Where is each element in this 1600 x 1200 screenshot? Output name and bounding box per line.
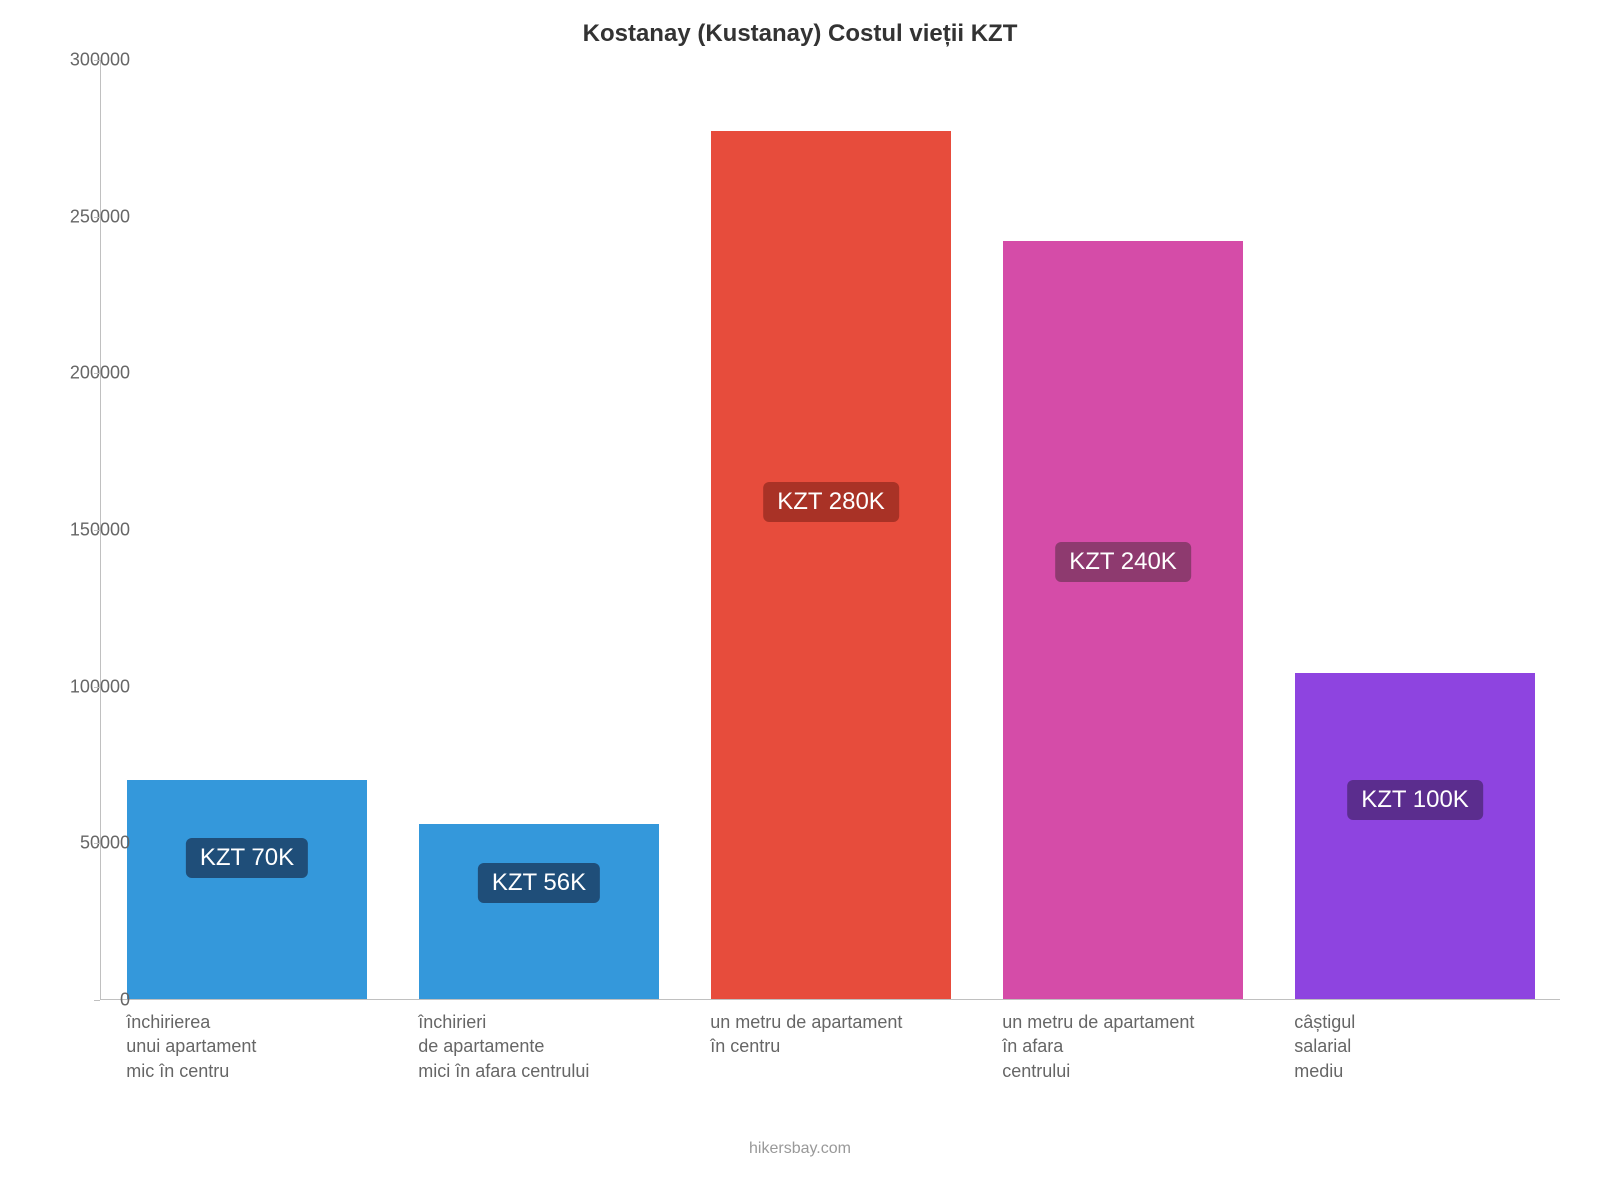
- ytick-label: 50000: [80, 833, 130, 854]
- plot-area: KZT 70K KZT 56K KZT 280K KZT 240K KZT 100K: [100, 60, 1560, 1000]
- x-axis-label: câștigulsalarialmediu: [1294, 1010, 1533, 1083]
- bar-value-label: KZT 240K: [1055, 542, 1191, 582]
- bar-value-label: KZT 280K: [763, 482, 899, 522]
- ytick-mark: [94, 1000, 100, 1001]
- bar: [127, 780, 366, 999]
- bar-value-label: KZT 56K: [478, 863, 600, 903]
- x-axis-label: închiriereaunui apartamentmic în centru: [126, 1010, 365, 1083]
- ytick-mark: [94, 687, 100, 688]
- x-axis-label: un metru de apartamentîn centru: [710, 1010, 949, 1059]
- bar: [419, 824, 658, 999]
- bar: [1003, 241, 1242, 999]
- ytick-label: 0: [120, 990, 130, 1011]
- x-axis-label: un metru de apartamentîn afaracentrului: [1002, 1010, 1241, 1083]
- ytick-mark: [94, 843, 100, 844]
- bar: [711, 131, 950, 999]
- chart-title: Kostanay (Kustanay) Costul vieții KZT: [0, 20, 1600, 48]
- chart-container: Kostanay (Kustanay) Costul vieții KZT KZ…: [0, 0, 1600, 1200]
- ytick-mark: [94, 217, 100, 218]
- x-axis-label: închirieride apartamentemici în afara ce…: [418, 1010, 657, 1083]
- bar: [1295, 673, 1534, 999]
- attribution: hikersbay.com: [0, 1140, 1600, 1158]
- ytick-mark: [94, 60, 100, 61]
- ytick-mark: [94, 530, 100, 531]
- ytick-mark: [94, 373, 100, 374]
- bar-value-label: KZT 70K: [186, 838, 308, 878]
- bar-value-label: KZT 100K: [1347, 780, 1483, 820]
